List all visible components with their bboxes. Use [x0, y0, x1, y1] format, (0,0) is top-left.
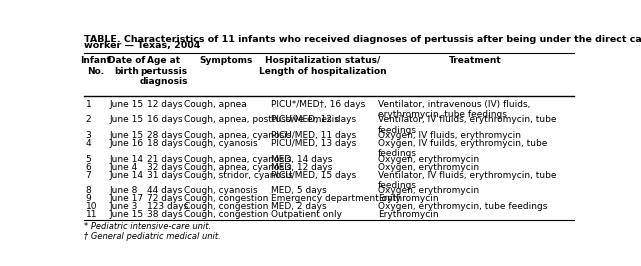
Text: June 15: June 15 — [110, 99, 144, 109]
Text: 72 days: 72 days — [147, 194, 182, 203]
Text: Cough, apnea, cyanosis: Cough, apnea, cyanosis — [184, 155, 291, 164]
Text: 28 days: 28 days — [147, 131, 182, 140]
Text: June 17: June 17 — [110, 194, 144, 203]
Text: 21 days: 21 days — [147, 155, 182, 164]
Text: Cough, apnea, posttussive emesis: Cough, apnea, posttussive emesis — [184, 115, 339, 124]
Text: 38 days: 38 days — [147, 210, 182, 219]
Text: Ventilator, IV fluids, erythromycin, tube
feedings: Ventilator, IV fluids, erythromycin, tub… — [378, 115, 556, 135]
Text: Cough, congestion: Cough, congestion — [184, 210, 269, 219]
Text: PICU/MED, 12 days: PICU/MED, 12 days — [271, 115, 356, 124]
Text: worker — Texas, 2004: worker — Texas, 2004 — [84, 41, 201, 50]
Text: 6: 6 — [86, 163, 91, 172]
Text: Oxygen, erythromycin: Oxygen, erythromycin — [378, 163, 479, 172]
Text: Cough, apnea, cyanosis: Cough, apnea, cyanosis — [184, 131, 291, 140]
Text: June 15: June 15 — [110, 131, 144, 140]
Text: Cough, congestion: Cough, congestion — [184, 194, 269, 203]
Text: TABLE. Characteristics of 11 infants who received diagnoses of pertussis after b: TABLE. Characteristics of 11 infants who… — [84, 35, 641, 44]
Text: Cough, cyanosis: Cough, cyanosis — [184, 186, 258, 195]
Text: Symptoms: Symptoms — [199, 56, 253, 65]
Text: 1: 1 — [86, 99, 91, 109]
Text: 16 days: 16 days — [147, 115, 182, 124]
Text: Cough, apnea, cyanosis: Cough, apnea, cyanosis — [184, 163, 291, 172]
Text: June 8: June 8 — [110, 186, 138, 195]
Text: Oxygen, erythromycin: Oxygen, erythromycin — [378, 186, 479, 195]
Text: 10: 10 — [86, 202, 97, 211]
Text: Erythromycin: Erythromycin — [378, 210, 438, 219]
Text: Emergency department only: Emergency department only — [271, 194, 401, 203]
Text: Cough, congestion: Cough, congestion — [184, 202, 269, 211]
Text: PICU/MED, 11 days: PICU/MED, 11 days — [271, 131, 356, 140]
Text: Ventilator, intravenous (IV) fluids,
erythromycin, tube feedings: Ventilator, intravenous (IV) fluids, ery… — [378, 99, 530, 119]
Text: 11: 11 — [86, 210, 97, 219]
Text: 2: 2 — [86, 115, 91, 124]
Text: Date of
birth: Date of birth — [108, 56, 145, 76]
Text: MED, 2 days: MED, 2 days — [271, 202, 326, 211]
Text: June 15: June 15 — [110, 210, 144, 219]
Text: June 14: June 14 — [110, 155, 144, 164]
Text: Age at
pertussis
diagnosis: Age at pertussis diagnosis — [139, 56, 188, 86]
Text: Oxygen, IV fuilds, erythromycin, tube
feedings: Oxygen, IV fuilds, erythromycin, tube fe… — [378, 139, 547, 158]
Text: 3: 3 — [86, 131, 91, 140]
Text: MED, 14 days: MED, 14 days — [271, 155, 332, 164]
Text: MED, 12 days: MED, 12 days — [271, 163, 332, 172]
Text: 123 days: 123 days — [147, 202, 188, 211]
Text: 18 days: 18 days — [147, 139, 182, 148]
Text: Oxygen, erythromycin: Oxygen, erythromycin — [378, 155, 479, 164]
Text: 44 days: 44 days — [147, 186, 182, 195]
Text: 32 days: 32 days — [147, 163, 182, 172]
Text: Infant
No.: Infant No. — [81, 56, 112, 76]
Text: Treatment: Treatment — [449, 56, 501, 65]
Text: 31 days: 31 days — [147, 171, 182, 180]
Text: June 4: June 4 — [110, 163, 138, 172]
Text: 8: 8 — [86, 186, 91, 195]
Text: Oxygen, erythromycin, tube feedings: Oxygen, erythromycin, tube feedings — [378, 202, 547, 211]
Text: Erythromycin: Erythromycin — [378, 194, 438, 203]
Text: PICU/MED, 13 days: PICU/MED, 13 days — [271, 139, 356, 148]
Text: 4: 4 — [86, 139, 91, 148]
Text: 7: 7 — [86, 171, 91, 180]
Text: Ventilator, IV fluids, erythromycin, tube
feedings: Ventilator, IV fluids, erythromycin, tub… — [378, 171, 556, 190]
Text: * Pediatric intensive-care unit.: * Pediatric intensive-care unit. — [84, 222, 212, 231]
Text: June 14: June 14 — [110, 171, 144, 180]
Text: June 15: June 15 — [110, 115, 144, 124]
Text: PICU/MED, 15 days: PICU/MED, 15 days — [271, 171, 356, 180]
Text: Oxygen, IV fluids, erythromycin: Oxygen, IV fluids, erythromycin — [378, 131, 520, 140]
Text: June 16: June 16 — [110, 139, 144, 148]
Text: Cough, stridor, cyanosis: Cough, stridor, cyanosis — [184, 171, 293, 180]
Text: June 3: June 3 — [110, 202, 138, 211]
Text: Outpatient only: Outpatient only — [271, 210, 342, 219]
Text: MED, 5 days: MED, 5 days — [271, 186, 327, 195]
Text: 12 days: 12 days — [147, 99, 182, 109]
Text: 9: 9 — [86, 194, 91, 203]
Text: † General pediatric medical unit.: † General pediatric medical unit. — [84, 232, 221, 241]
Text: 5: 5 — [86, 155, 91, 164]
Text: Hospitalization status/
Length of hospitalization: Hospitalization status/ Length of hospit… — [259, 56, 387, 76]
Text: Cough, apnea: Cough, apnea — [184, 99, 247, 109]
Text: PICU*/MED†, 16 days: PICU*/MED†, 16 days — [271, 99, 365, 109]
Text: Cough, cyanosis: Cough, cyanosis — [184, 139, 258, 148]
